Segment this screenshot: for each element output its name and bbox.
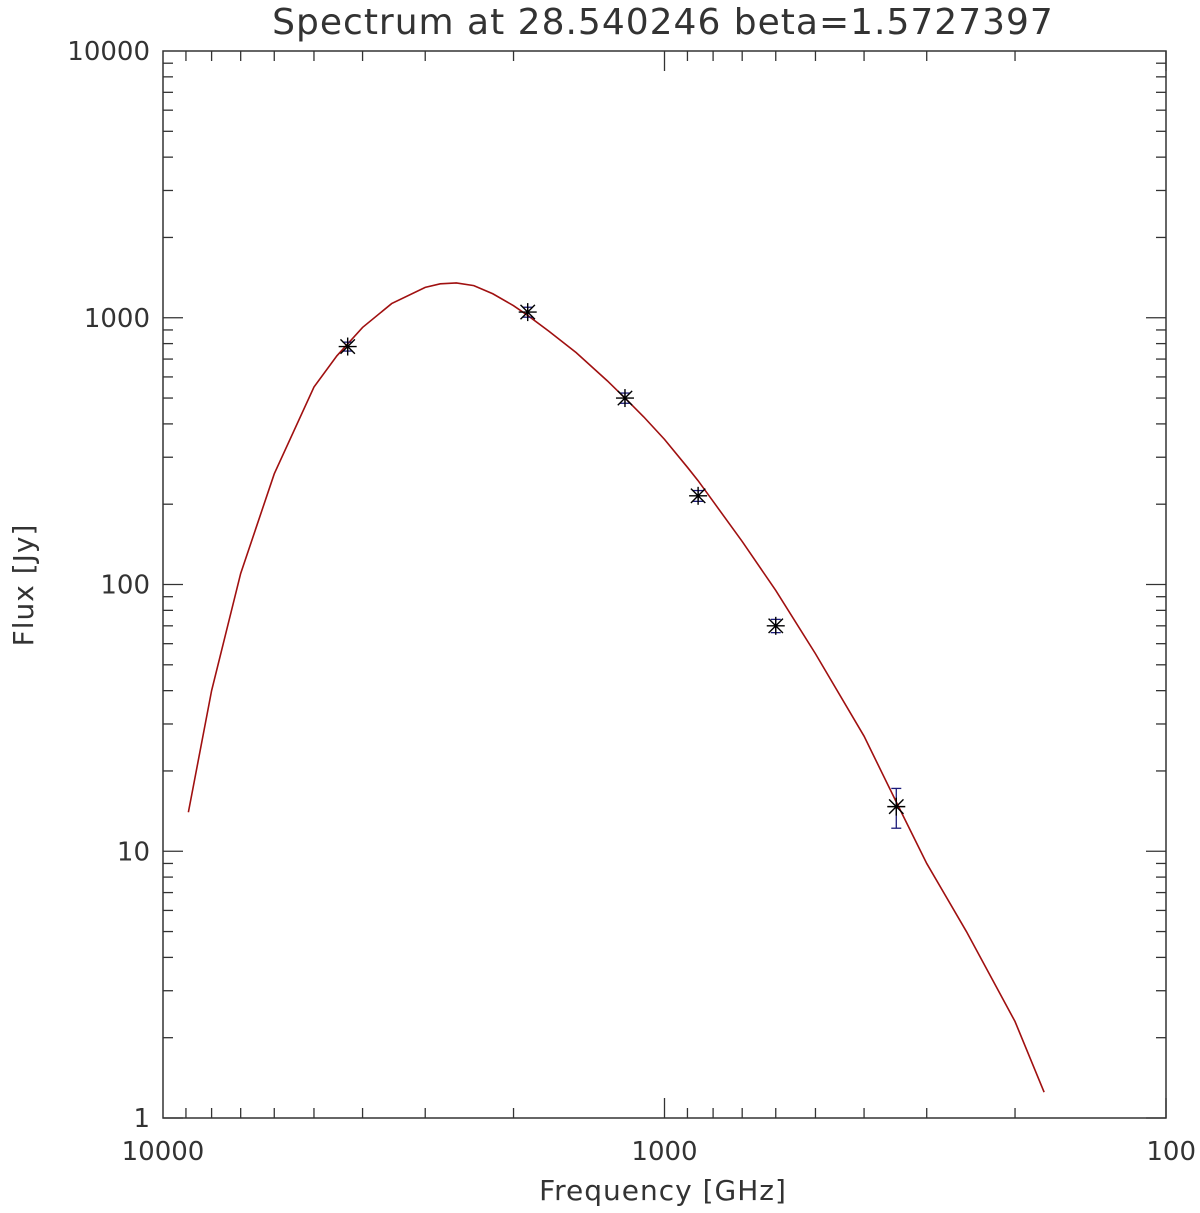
marker-stroke (339, 338, 356, 355)
chart-title: Spectrum at 28.540246 beta=1.5727397 (272, 2, 1054, 43)
data-point (518, 303, 537, 322)
data-point (615, 389, 634, 408)
data-point (689, 486, 708, 505)
series-layer (187, 282, 1045, 1093)
x-axis-label: Frequency [GHz] (539, 1174, 787, 1207)
y-tick-label: 10 (117, 837, 150, 867)
x-tick-label: 10000 (122, 1137, 205, 1167)
axis-ticks (163, 51, 1167, 1119)
y-tick-labels: 1 10 100 1000 10000 (67, 37, 150, 1134)
y-tick-label: 1 (133, 1104, 150, 1134)
x-tick-labels: 10000 1000 100 (122, 1137, 1196, 1167)
marker-stroke (617, 390, 633, 406)
marker-stroke (888, 798, 904, 815)
plot-frame (162, 50, 1167, 1119)
y-tick-label: 1000 (84, 304, 150, 334)
x-tick-label: 100 (1146, 1137, 1196, 1167)
data-point (338, 337, 357, 356)
data-point (887, 787, 906, 829)
fit-curve (187, 282, 1045, 1093)
y-tick-label: 10000 (67, 37, 150, 67)
marker-stroke (520, 304, 536, 320)
data-point (766, 616, 785, 635)
marker-stroke (768, 618, 784, 634)
y-tick-label: 100 (100, 571, 150, 601)
marker-stroke (690, 488, 706, 504)
y-axis-label: Flux [Jy] (7, 524, 40, 647)
x-tick-label: 1000 (631, 1137, 697, 1167)
